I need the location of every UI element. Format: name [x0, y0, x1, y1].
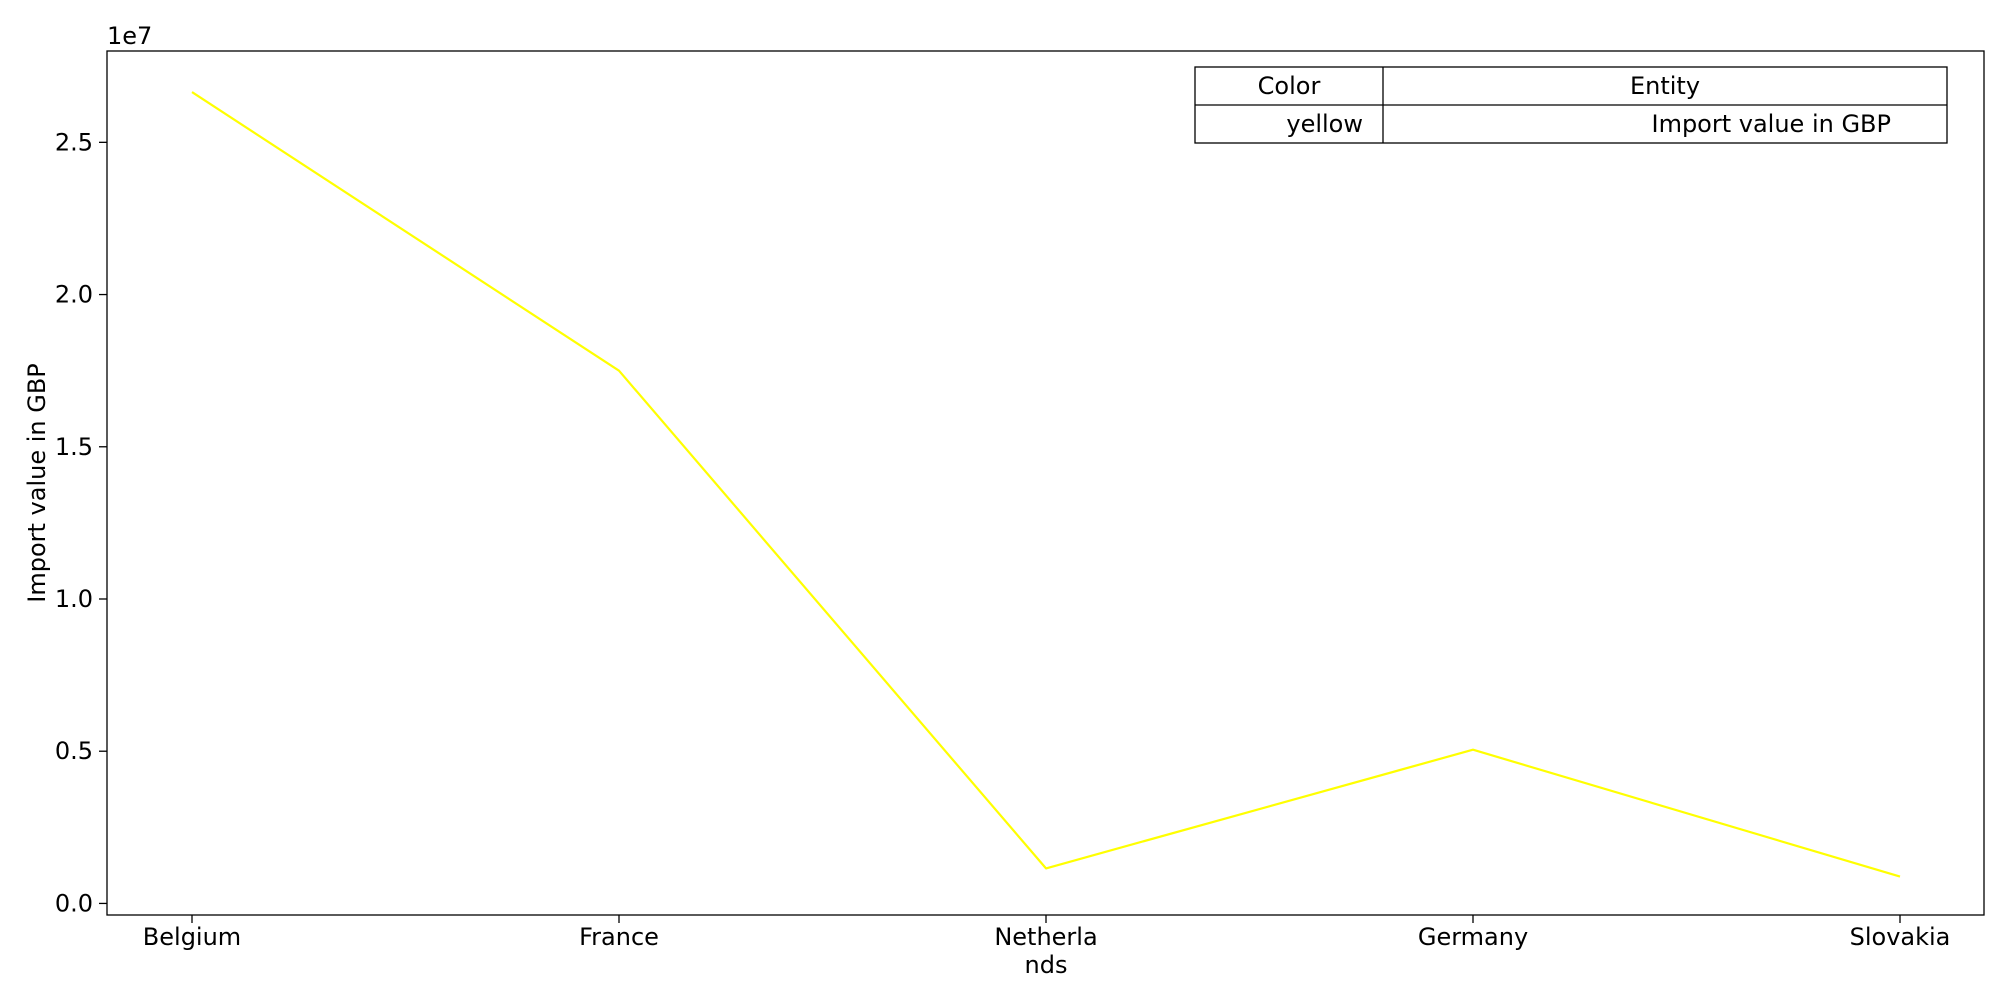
y-tick-label: 2.0	[55, 281, 93, 309]
y-tick-label: 2.5	[55, 128, 93, 156]
series-layer	[191, 91, 1901, 878]
legend-table: Color Entity yellow Import value in GBP	[1194, 66, 1948, 144]
x-tick-label: Germany	[1418, 923, 1528, 951]
y-tick-label: 1.5	[55, 433, 93, 461]
y-axis-label: Import value in GBP	[23, 363, 51, 603]
series-line	[191, 91, 1901, 878]
x-tick-label: Belgium	[143, 923, 241, 951]
x-tick-label: Netherla nds	[994, 923, 1097, 979]
plot-area	[106, 50, 1985, 916]
y-tick-label: 0.0	[55, 889, 93, 917]
x-tick-label: Slovakia	[1850, 923, 1951, 951]
y-axis: 0.0 0.5 1.0 1.5 2.0 2.5	[55, 128, 107, 917]
y-tick-label: 1.0	[55, 585, 93, 613]
legend-row-entity: Import value in GBP	[1651, 110, 1891, 138]
legend-header-entity: Entity	[1630, 72, 1700, 100]
legend-header-color: Color	[1258, 72, 1321, 100]
x-axis: Belgium France Netherla nds Germany Slovakia	[143, 915, 1951, 979]
y-tick-label: 0.5	[55, 737, 93, 765]
x-tick-label: France	[579, 923, 659, 951]
legend-row-color: yellow	[1286, 110, 1363, 138]
y-axis-offset-text: 1e7	[107, 22, 152, 50]
